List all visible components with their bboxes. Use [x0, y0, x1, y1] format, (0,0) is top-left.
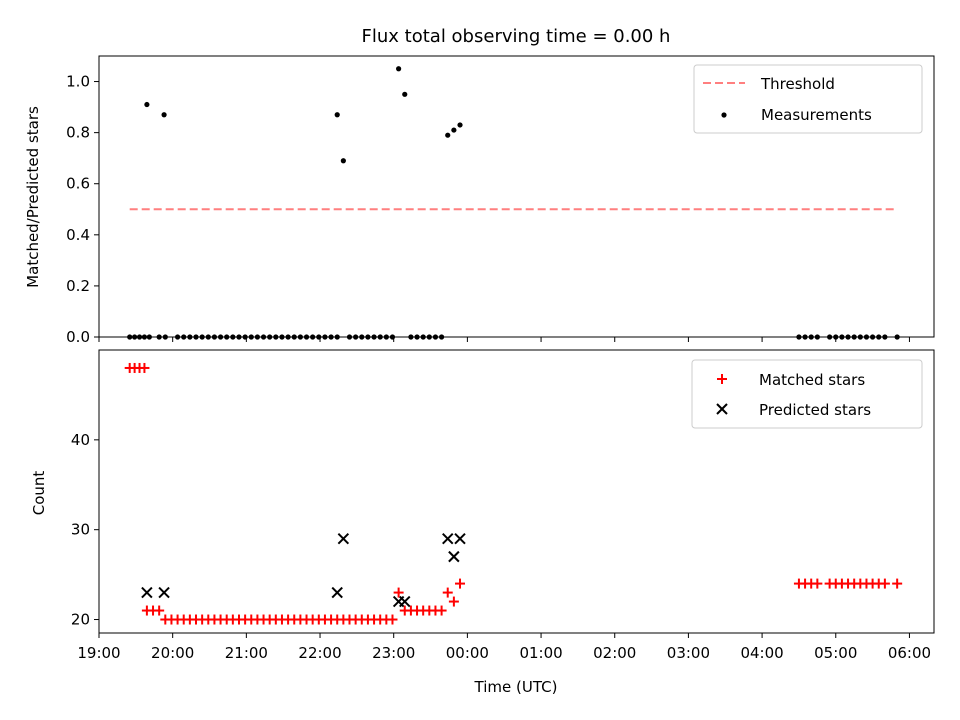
xtick-label-8: 03:00: [667, 644, 710, 662]
matched-point-59: [812, 578, 823, 589]
xtick-label-0: 19:00: [77, 644, 120, 662]
top-ytick-label-1: 0.2: [66, 277, 90, 295]
xtick-label-5: 00:00: [446, 644, 489, 662]
x-axis-label: Time (UTC): [474, 678, 558, 696]
predicted-point-1: [158, 586, 170, 599]
top-plot-frame: [98, 55, 935, 338]
measurement-point-54: [445, 132, 451, 138]
predicted-point-0: [141, 586, 153, 599]
predicted-point-7: [448, 550, 460, 563]
top-ytick-label-2: 0.4: [66, 226, 90, 244]
matched-point-69: [879, 578, 890, 589]
matched-point-45: [393, 587, 404, 598]
bottom-plot-frame: [98, 349, 935, 634]
matched-point-54: [448, 596, 459, 607]
xtick-label-2: 21:00: [225, 644, 268, 662]
predicted-point-5: [399, 595, 411, 608]
legend-measurements-label: Measurements: [761, 106, 872, 124]
top-ytick-label-3: 0.6: [66, 175, 90, 193]
bottom-axes: 20 30 40 19:00 20:00 21:00 22:00 23:00 00:00 01:0…: [71, 431, 931, 662]
legend-predicted-swatch: [716, 403, 728, 415]
bottom-legend-box: [691, 359, 923, 429]
matched-point-52: [436, 605, 447, 616]
matched-point-70: [892, 578, 903, 589]
matched-point-55: [455, 578, 466, 589]
predicted-point-2: [331, 586, 343, 599]
measurement-point-48: [144, 101, 150, 108]
matched-point-44: [387, 614, 398, 625]
legend-matched-marker: [717, 374, 727, 384]
legend-matched-swatch: [717, 374, 727, 384]
predicted-point-6: [442, 532, 454, 545]
matched-point-53: [442, 587, 453, 598]
matched-point-3: [139, 362, 150, 373]
legend-matched-label: Matched stars: [759, 371, 865, 389]
predicted-point-3: [337, 532, 350, 545]
measurement-point-52: [396, 66, 402, 72]
xtick-label-9: 04:00: [740, 644, 783, 662]
legend-predicted-marker: [716, 403, 728, 415]
measurement-point-49: [161, 112, 167, 118]
star-count-panel: Count Time (UTC) 20 30 40 19:00 20:00 21:00 22…: [30, 349, 935, 696]
xtick-label-4: 23:00: [372, 644, 415, 662]
y-axis-label-top: Matched/Predicted stars: [24, 106, 42, 288]
measurement-point-51: [340, 158, 346, 164]
y-axis-label-bottom: Count: [30, 471, 48, 516]
top-ytick-label-4: 0.8: [66, 124, 90, 142]
predicted-point-8: [454, 532, 466, 545]
bottom-plot-marks: [124, 362, 903, 625]
top-ytick-label-5: 1.0: [66, 73, 90, 91]
measurement-point-55: [451, 127, 457, 133]
flux-ratio-panel: Flux total observing time = 0.00 h Match…: [24, 26, 935, 346]
top-ytick-label-0: 0.0: [66, 328, 90, 346]
xtick-label-7: 02:00: [593, 644, 636, 662]
measurement-point-53: [402, 91, 408, 97]
legend-predicted-label: Predicted stars: [759, 401, 871, 419]
xtick-label-11: 06:00: [888, 644, 931, 662]
legend-measurements-swatch: [721, 112, 727, 118]
top-axes: 0.0 0.2 0.4 0.6 0.8 1.0: [66, 73, 910, 346]
chart-title: Flux total observing time = 0.00 h: [362, 26, 671, 47]
bottom-ytick-label-0: 20: [71, 611, 90, 629]
xtick-label-10: 05:00: [814, 644, 857, 662]
xtick-label-1: 20:00: [151, 644, 194, 662]
measurement-point-56: [457, 122, 463, 128]
bottom-ytick-label-1: 30: [71, 521, 90, 539]
top-legend: Threshold Measurements: [693, 64, 923, 134]
top-legend-box: [693, 64, 923, 134]
bottom-ytick-label-2: 40: [71, 431, 90, 449]
bottom-legend: Matched stars Predicted stars: [691, 359, 923, 429]
measurement-point-50: [334, 112, 340, 118]
matched-point-6: [154, 605, 165, 616]
xtick-label-6: 01:00: [519, 644, 562, 662]
xtick-label-3: 22:00: [298, 644, 341, 662]
legend-threshold-label: Threshold: [760, 75, 835, 93]
